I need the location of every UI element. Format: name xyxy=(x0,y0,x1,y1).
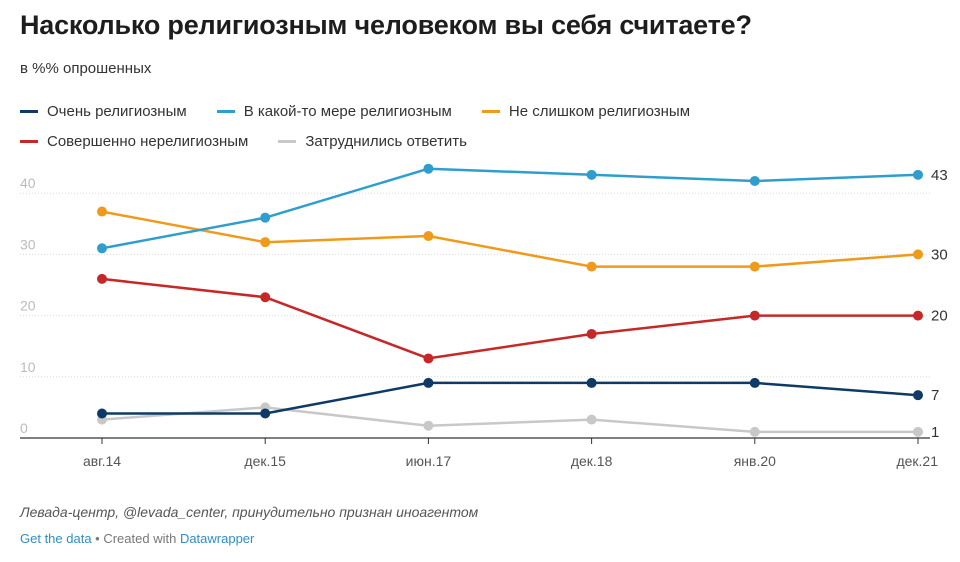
y-tick-label: 40 xyxy=(20,175,36,191)
series-line xyxy=(100,406,920,434)
legend-item-not-very-religious[interactable]: Не слишком религиозным xyxy=(481,102,691,120)
x-tick-label: авг.14 xyxy=(83,453,121,469)
legend-swatch-hard-to-say xyxy=(278,139,297,143)
legend-item-not-religious[interactable]: Совершенно нерелигиозным xyxy=(20,133,248,150)
line-chart: 0 10 20 30 40 авг.14 дек.15 июн.17 дек.18 янв.20 д… xyxy=(20,163,948,469)
data-point xyxy=(260,408,271,419)
data-point xyxy=(260,212,271,223)
y-tick-label: 0 xyxy=(20,420,28,436)
legend-item-hard-to-say[interactable]: Затруднились ответить xyxy=(278,133,467,150)
y-tick-label: 30 xyxy=(20,236,36,252)
data-point xyxy=(423,231,434,242)
legend-swatch-not-religious xyxy=(20,139,38,143)
legend-item-somewhat-religious[interactable]: В какой-то мере религиозным xyxy=(216,102,452,120)
data-point xyxy=(423,420,434,431)
datawrapper-link[interactable]: Datawrapper xyxy=(179,531,255,546)
data-point xyxy=(260,237,271,248)
legend-label: В какой-то мере религиозным xyxy=(243,102,452,120)
legend-label: Очень религиозным xyxy=(47,102,187,120)
series-line xyxy=(100,167,920,250)
data-point xyxy=(913,249,923,260)
legend-label: Совершенно нерелигиозным xyxy=(47,132,249,150)
legend-item-very-religious[interactable]: Очень религиозным xyxy=(20,103,187,120)
legend-swatch-not-very-religious xyxy=(481,109,500,113)
data-point xyxy=(749,261,760,272)
x-tick-label: июн.17 xyxy=(406,453,452,469)
data-point xyxy=(913,390,923,401)
legend-label: Затруднились ответить xyxy=(305,132,467,150)
chart-subtitle: в %% опрошенных xyxy=(20,60,152,77)
series-line xyxy=(100,381,920,415)
footer-separator: • Created with xyxy=(91,531,180,546)
footer-links: Get the data • Created with Datawrapper xyxy=(20,531,254,546)
data-point xyxy=(586,377,597,388)
data-point xyxy=(586,261,597,272)
data-point xyxy=(97,273,107,284)
data-point xyxy=(913,426,923,437)
data-point xyxy=(749,175,760,186)
legend-swatch-somewhat-religious xyxy=(216,109,235,113)
data-point xyxy=(423,377,434,388)
chart-title: Насколько религиозным человеком вы себя … xyxy=(20,10,752,40)
data-point xyxy=(97,408,107,419)
data-point xyxy=(97,206,107,217)
data-point xyxy=(586,328,597,339)
end-value-label: 1 xyxy=(931,424,939,441)
legend-row-2: Совершенно нерелигиозным Затруднились от… xyxy=(20,126,780,156)
data-point xyxy=(423,163,434,174)
series-line xyxy=(100,277,920,360)
y-tick-label: 10 xyxy=(20,359,36,375)
data-point xyxy=(749,310,760,321)
chart-legend: Очень религиозным В какой-то мере религи… xyxy=(20,96,780,156)
data-point xyxy=(97,243,107,254)
legend-swatch-very-religious xyxy=(20,109,38,113)
data-point xyxy=(913,310,923,321)
end-value-label: 30 xyxy=(931,246,948,263)
data-point xyxy=(586,169,597,180)
get-the-data-link[interactable]: Get the data xyxy=(20,531,92,546)
x-tick-label: дек.18 xyxy=(571,453,613,469)
end-value-label: 43 xyxy=(931,167,948,184)
data-point xyxy=(260,292,271,303)
source-note: Левада-центр, @levada_center, принудител… xyxy=(20,504,479,520)
data-point xyxy=(913,169,923,180)
series-line xyxy=(100,210,920,268)
y-tick-label: 20 xyxy=(20,298,36,314)
data-point xyxy=(749,377,760,388)
end-value-label: 20 xyxy=(931,308,948,325)
x-tick-label: дек.15 xyxy=(244,453,286,469)
legend-row-1: Очень религиозным В какой-то мере религи… xyxy=(20,96,780,126)
x-tick-label: янв.20 xyxy=(734,453,776,469)
legend-label: Не слишком религиозным xyxy=(508,102,691,120)
data-point xyxy=(749,426,760,437)
data-point xyxy=(423,353,434,364)
data-point xyxy=(586,414,597,425)
end-value-label: 7 xyxy=(931,387,939,404)
x-tick-label: дек.21 xyxy=(896,453,938,469)
